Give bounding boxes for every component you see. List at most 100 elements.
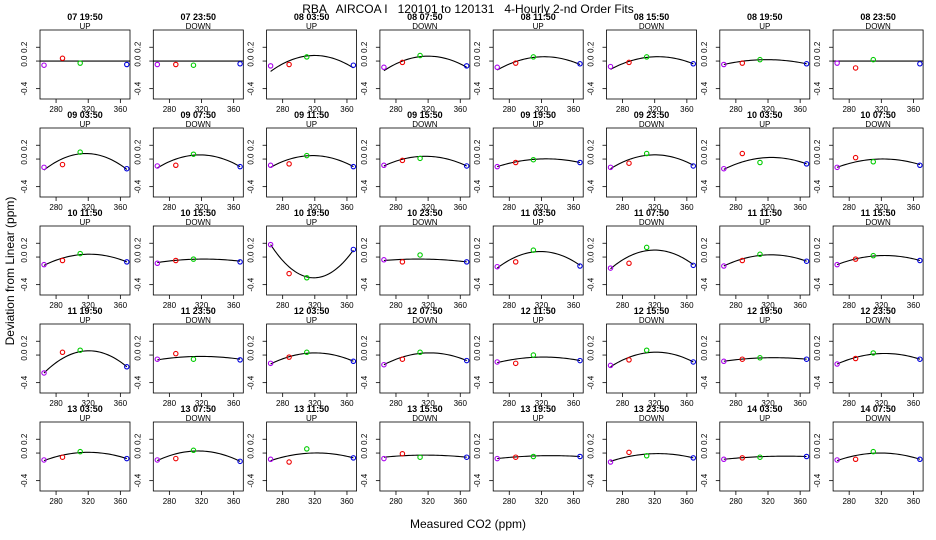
data-point <box>41 62 47 68</box>
plot-box <box>606 29 697 100</box>
data-point <box>237 458 243 465</box>
data-point <box>530 54 537 60</box>
x-tick-label: 360 <box>114 497 128 506</box>
data-point <box>870 159 877 165</box>
x-tick-label: 360 <box>793 497 807 506</box>
plot-box <box>379 225 471 296</box>
x-tick-label: 320 <box>308 497 322 506</box>
y-tick-label: 0.2 <box>813 237 822 249</box>
y-tick-label: -0.4 <box>700 179 709 193</box>
data-point <box>577 263 583 269</box>
data-point <box>173 350 179 357</box>
y-tick-label: -0.4 <box>700 375 709 389</box>
data-point <box>304 54 310 60</box>
y-tick-label: 0.0 <box>133 447 142 459</box>
x-tick-label: 320 <box>648 105 662 114</box>
fit-curve <box>43 152 128 171</box>
data-point <box>607 164 614 171</box>
panel-title: 09 23:50 <box>634 110 670 120</box>
data-point <box>834 457 840 463</box>
panel-title: 09 15:50 <box>407 110 443 120</box>
data-point <box>643 453 650 459</box>
data-point <box>512 454 519 460</box>
y-tick-label: 0.2 <box>20 237 29 249</box>
y-tick-label: 0.2 <box>360 139 369 151</box>
data-point <box>757 159 763 166</box>
plot-box <box>719 421 811 492</box>
x-tick-label: 360 <box>114 399 128 408</box>
data-point <box>304 274 310 281</box>
x-tick-label: 360 <box>907 497 921 506</box>
plot-box <box>152 29 244 100</box>
plot-box <box>266 127 358 198</box>
fit-curve <box>43 350 128 374</box>
x-tick-label: 360 <box>793 203 807 212</box>
data-point <box>607 459 614 465</box>
data-point <box>154 356 161 362</box>
y-tick-label: 0.0 <box>20 153 29 165</box>
panel-title: 12 15:50 <box>634 306 670 316</box>
y-tick-label: 0.2 <box>360 237 369 249</box>
data-point <box>643 347 650 353</box>
y-tick-label: 0.2 <box>700 41 709 53</box>
fit-curve <box>157 258 241 264</box>
x-tick-label: 320 <box>761 399 775 408</box>
data-point <box>690 262 697 269</box>
x-tick-label: 360 <box>227 497 241 506</box>
x-tick-label: 320 <box>875 203 889 212</box>
data-point <box>577 61 583 67</box>
x-tick-label: 320 <box>648 399 662 408</box>
plot-box <box>832 225 924 296</box>
fit-curve <box>723 59 807 66</box>
data-point <box>190 151 197 157</box>
x-tick-label: 360 <box>680 105 694 114</box>
x-tick-label: 280 <box>729 497 743 506</box>
panel-direction: UP <box>533 414 544 423</box>
data-point <box>803 258 810 264</box>
x-tick-label: 280 <box>389 497 403 506</box>
data-point <box>463 454 470 460</box>
plot-box <box>39 29 131 100</box>
plot-box <box>39 323 131 394</box>
x-tick-label: 320 <box>648 497 662 506</box>
y-tick-label: 0.0 <box>20 447 29 459</box>
data-point <box>494 64 500 71</box>
y-tick-label: -0.4 <box>247 179 256 193</box>
data-point <box>834 361 840 367</box>
y-tick-label: -0.4 <box>473 179 482 193</box>
data-point <box>190 256 197 262</box>
y-tick-label: -0.4 <box>133 179 142 193</box>
data-point <box>607 63 614 70</box>
data-point <box>463 357 470 364</box>
y-tick-label: 0.2 <box>247 139 256 151</box>
panel-direction: DOWN <box>865 414 891 423</box>
y-tick-label: 0.0 <box>20 349 29 361</box>
y-tick-label: 0.2 <box>133 335 142 347</box>
x-tick-label: 360 <box>340 497 354 506</box>
y-tick-label: 0.0 <box>247 55 256 67</box>
data-point <box>77 60 83 66</box>
y-tick-label: -0.4 <box>360 277 369 291</box>
fit-curve <box>836 352 921 365</box>
data-point <box>190 356 197 362</box>
x-tick-label: 320 <box>535 301 549 310</box>
data-point <box>690 455 697 461</box>
y-tick-label: 0.2 <box>473 433 482 445</box>
x-tick-label: 320 <box>195 105 209 114</box>
y-tick-label: 0.0 <box>587 153 596 165</box>
x-tick-label: 280 <box>276 399 290 408</box>
fit-curve <box>836 158 921 168</box>
x-tick-label: 360 <box>680 399 694 408</box>
panel-direction: DOWN <box>412 22 438 31</box>
x-tick-label: 360 <box>227 105 241 114</box>
x-tick-label: 360 <box>567 497 581 506</box>
y-tick-label: -0.4 <box>813 375 822 389</box>
x-tick-label: 360 <box>680 497 694 506</box>
x-tick-label: 320 <box>308 105 322 114</box>
fit-curve <box>497 455 581 460</box>
y-tick-label: 0.2 <box>133 41 142 53</box>
panel-direction: DOWN <box>412 414 438 423</box>
